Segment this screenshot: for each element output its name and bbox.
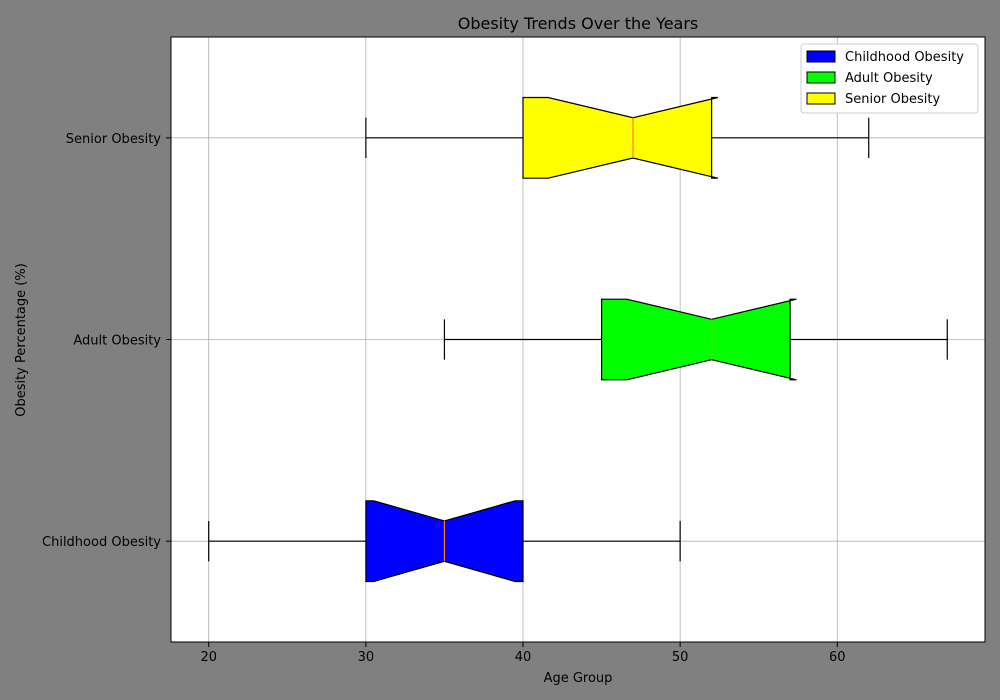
y-axis-label: Obesity Percentage (%) (14, 263, 29, 417)
legend-label: Childhood Obesity (845, 50, 964, 65)
legend-swatch (806, 50, 836, 63)
x-tick-label: 50 (672, 650, 689, 665)
y-tick-label: Senior Obesity (66, 132, 161, 147)
legend-swatch (806, 92, 836, 105)
box-senior-obesity (365, 96, 870, 179)
box-body (600, 298, 797, 381)
legend-box (800, 43, 979, 114)
boxes (208, 96, 948, 583)
x-tick-label: 20 (200, 650, 217, 665)
box-adult-obesity (443, 298, 948, 381)
legend-swatch (806, 71, 836, 84)
y-tick-label: Childhood Obesity (42, 535, 161, 550)
x-tick-label: 60 (829, 650, 846, 665)
legend-label: Senior Obesity (845, 92, 940, 107)
box-childhood-obesity (208, 500, 681, 583)
legend: Childhood Obesity Adult Obesity Senior Obe… (800, 43, 979, 114)
x-axis: 20 30 40 50 60 (200, 642, 846, 665)
x-tick-label: 40 (515, 650, 532, 665)
box-body (522, 96, 719, 179)
y-axis: Childhood Obesity Adult Obesity Senior Obe… (42, 132, 171, 550)
chart-title: Obesity Trends Over the Years (458, 14, 699, 33)
y-tick-label: Adult Obesity (73, 334, 161, 349)
x-tick-label: 30 (358, 650, 375, 665)
legend-label: Adult Obesity (845, 71, 933, 86)
x-axis-label: Age Group (544, 671, 613, 686)
